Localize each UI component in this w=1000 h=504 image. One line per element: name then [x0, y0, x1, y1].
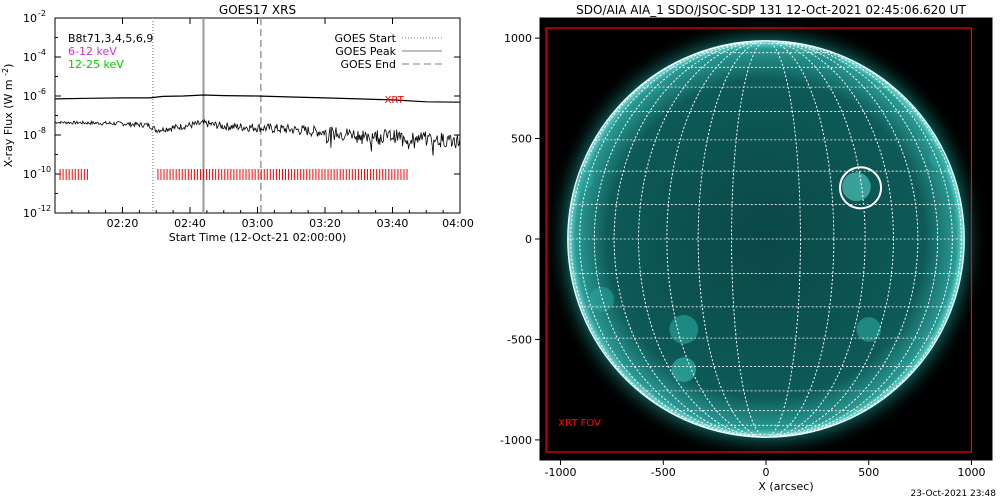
y-tick-label: 1000	[504, 32, 532, 45]
y-tick-exponent: -2	[38, 9, 46, 18]
flux-series-high-energy	[54, 94, 461, 103]
y-tick-label: 500	[511, 133, 532, 146]
y-axis-label-exponent: -2	[1, 68, 10, 76]
y-tick-exponent: -6	[38, 87, 46, 96]
y-tick-label-group: 10 -8	[23, 126, 46, 142]
y-tick-label: 10	[23, 51, 37, 64]
y-tick-label: 10	[23, 90, 37, 103]
y-tick-label: 10	[23, 207, 37, 220]
goes-xrs-plot: GOES17 XRS 02:20 02:40 03:00 03:20 03:40 04:00…	[0, 0, 500, 500]
y-tick-label-group: 10 -10	[23, 165, 51, 181]
chart-title: GOES17 XRS	[219, 3, 296, 17]
y-tick-label-group: 10 -2	[23, 9, 46, 25]
longitude-line	[593, 40, 939, 438]
y-tick-exponent: -10	[38, 165, 51, 174]
x-tick-label: -500	[651, 466, 676, 479]
band-label: B8t71,3,4,5,6,9	[68, 32, 153, 45]
goes-xrs-svg: GOES17 XRS 02:20 02:40 03:00 03:20 03:40 04:00…	[1, 3, 474, 244]
x-tick-label: 03:40	[377, 217, 409, 230]
longitude-line	[638, 40, 894, 438]
active-region	[842, 172, 871, 202]
y-tick-label: 0	[525, 233, 532, 246]
active-region	[671, 357, 697, 382]
x-tick-label: 500	[858, 466, 879, 479]
legend-label: GOES End	[340, 58, 396, 71]
aia-image-svg: SDO/AIA AIA_1 SDO/JSOC-SDP 131 12-Oct-20…	[500, 3, 997, 499]
band-label: 12-25 keV	[68, 58, 124, 71]
y-axis-label-close: )	[2, 64, 15, 68]
x-tick-label: 02:40	[174, 217, 206, 230]
y-tick-label-group: 10 -6	[23, 87, 46, 103]
band-label: 6-12 keV	[68, 45, 117, 58]
aia-image-panel: SDO/AIA AIA_1 SDO/JSOC-SDP 131 12-Oct-20…	[500, 0, 1000, 500]
y-tick-label: 10	[23, 129, 37, 142]
xrt-series-label: XRT	[385, 95, 405, 106]
x-tick-label: 03:00	[242, 217, 274, 230]
x-tick-label: 04:00	[442, 217, 474, 230]
y-tick-label: -500	[507, 333, 532, 346]
y-tick-label: 10	[23, 12, 37, 25]
y-tick-exponent: -12	[38, 204, 51, 213]
limb-circle	[567, 40, 965, 438]
y-tick-label: 10	[23, 168, 37, 181]
active-region	[669, 315, 699, 344]
x-tick-label: 02:20	[107, 217, 139, 230]
longitude-line	[579, 40, 953, 438]
xrt-fov-box	[545, 27, 973, 453]
y-tick-exponent: -8	[38, 126, 46, 135]
x-tick-label: 0	[763, 466, 770, 479]
active-region	[856, 317, 882, 342]
x-axis-label: X (arcsec)	[758, 480, 813, 493]
y-tick-label-group: 10 -12	[23, 204, 51, 220]
y-axis-label: X-ray Flux (W m -2)	[1, 64, 15, 168]
longitude-line	[613, 40, 919, 438]
y-tick-exponent: -4	[38, 48, 46, 57]
x-tick-label: -1000	[545, 466, 577, 479]
y-tick-label: -1000	[500, 434, 532, 447]
footer-timestamp: 23-Oct-2021 23:48	[911, 489, 997, 499]
y-tick-label-group: 10 -4	[23, 48, 46, 64]
longitude-line	[731, 40, 801, 438]
heliographic-grid	[567, 40, 965, 438]
longitude-line	[570, 40, 962, 438]
flare-location-circle	[838, 166, 883, 210]
aia-title: SDO/AIA AIA_1 SDO/JSOC-SDP 131 12-Oct-20…	[576, 3, 966, 17]
legend-label: GOES Peak	[335, 45, 396, 58]
x-tick-label: 1000	[957, 466, 985, 479]
active-region	[589, 286, 614, 312]
flux-series-low-energy	[54, 118, 461, 156]
x-tick-label: 03:20	[309, 217, 341, 230]
legend-label: GOES Start	[335, 32, 397, 45]
longitude-line	[666, 40, 866, 438]
xrt-fov-label: XRT FOV	[558, 418, 601, 429]
x-axis-label: Start Time (12-Oct-21 02:00:00)	[169, 231, 347, 244]
y-axis-label-text: X-ray Flux (W m	[2, 76, 15, 167]
